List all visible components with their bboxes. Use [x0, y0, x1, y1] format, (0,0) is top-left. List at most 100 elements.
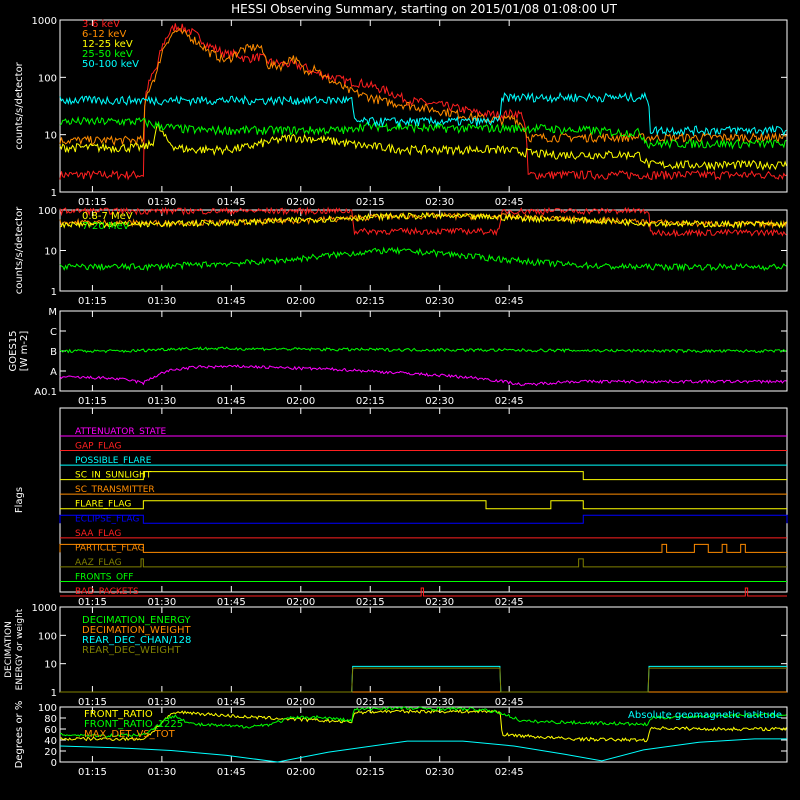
y-tick-label: 1: [51, 688, 57, 699]
flag-label: POSSIBLE_FLARE: [75, 456, 152, 466]
panel-2: 01:15 01:30 01:45 02:00 02:15 02:30 02:45 count…: [14, 206, 788, 307]
flag-line: [60, 471, 787, 481]
x-tick-label: 01:45: [217, 697, 246, 708]
x-tick-label: 01:30: [147, 396, 176, 407]
legend-entry: DECIMATION_WEIGHT: [82, 625, 191, 636]
flag-label: SC_TRANSMITTER: [75, 485, 155, 495]
y-tick-label: A0.1: [34, 387, 57, 398]
panel-3: 01:15 01:30 01:45 02:00 02:15 02:30 02:45 GOES1…: [8, 307, 788, 407]
legend-entry: Absolute geomagnetic latitude: [628, 710, 782, 721]
y-axis-label: DECIMATION: [4, 621, 14, 678]
x-tick-label: 01:15: [78, 197, 107, 208]
y-tick-label: 1: [51, 287, 57, 298]
x-tick-label: 02:30: [425, 396, 454, 407]
y-tick-label: 60: [44, 725, 57, 736]
x-tick-label: 02:15: [356, 767, 385, 778]
legend-entry: FRONT_RATIO_1225: [84, 719, 183, 730]
y-axis-unit: [W m-2]: [19, 331, 30, 372]
flag-label: ATTENUATOR_STATE: [75, 427, 167, 437]
y-tick-label: 100: [38, 703, 57, 714]
y-tick-label: B: [50, 347, 57, 358]
series-line: [59, 738, 787, 763]
y-tick-label: 10: [44, 660, 57, 671]
flag-label: SC_IN_SUNLIGHT: [75, 471, 152, 481]
y-tick-label: 100: [38, 206, 57, 217]
y-tick-label: A: [50, 367, 57, 378]
y-tick-label: 10: [44, 247, 57, 258]
y-axis-label: counts/s/detector: [14, 61, 25, 149]
y-axis-label: Flags: [14, 487, 25, 513]
x-tick-label: 02:30: [425, 296, 454, 307]
legend-entry: DECIMATION_ENERGY: [82, 615, 191, 626]
x-tick-label: 01:45: [217, 767, 246, 778]
flag-line: [60, 558, 787, 568]
x-tick-label: 02:15: [356, 597, 385, 608]
x-tick-label: 02:15: [356, 197, 385, 208]
y-tick-label: 1: [51, 188, 57, 199]
x-tick-label: 02:30: [425, 697, 454, 708]
legend-entry: REAR_DEC_CHAN/128: [82, 635, 191, 646]
y-axis-label: Degrees or %: [14, 701, 25, 769]
series-line: [59, 28, 787, 147]
legend-entry: MAX_DET_VS_TOT: [84, 729, 176, 740]
series-line: [59, 706, 787, 738]
series-line: [59, 708, 787, 743]
y-tick-label: M: [48, 307, 57, 318]
x-tick-label: 01:15: [78, 597, 107, 608]
y-axis-label: GOES15: [8, 330, 19, 371]
flag-line: [59, 543, 787, 553]
flag-label: AAZ_FLAG: [75, 558, 122, 568]
flag-label: PARTICLE_FLAG: [75, 543, 145, 553]
series-line: [59, 91, 787, 137]
x-tick-label: 01:15: [78, 296, 107, 307]
y-tick-label: 40: [44, 736, 57, 747]
panel-1: 01:15 01:30 01:45 02:00 02:15 02:30 02:45 count…: [14, 16, 788, 208]
series-line: [60, 667, 787, 693]
x-tick-label: 02:15: [356, 296, 385, 307]
legend-entry: 50-100 keV: [82, 59, 139, 70]
flag-label: FRONTS_OFF: [75, 572, 133, 582]
y-tick-label: 20: [44, 747, 57, 758]
x-tick-label: 01:30: [147, 767, 176, 778]
legend-entry: 12-25 keV: [82, 39, 133, 50]
x-tick-label: 02:30: [425, 767, 454, 778]
series-line: [59, 346, 787, 354]
x-tick-label: 02:00: [286, 767, 315, 778]
flag-line: [60, 500, 787, 510]
x-tick-label: 02:15: [356, 697, 385, 708]
y-tick-label: 1000: [32, 16, 57, 27]
x-tick-label: 02:15: [356, 396, 385, 407]
flag-label: ECLIPSE_FLAG: [75, 514, 139, 524]
x-tick-label: 01:45: [217, 296, 246, 307]
flag-label: FLARE_FLAG: [75, 500, 131, 510]
x-tick-label: 01:15: [78, 697, 107, 708]
y-tick-label: 80: [44, 714, 57, 725]
x-tick-label: 01:15: [78, 767, 107, 778]
y-tick-label: C: [50, 327, 57, 338]
x-tick-label: 02:00: [286, 197, 315, 208]
x-tick-label: 02:45: [495, 597, 524, 608]
series-line: [59, 123, 787, 172]
x-tick-label: 02:45: [495, 396, 524, 407]
series-line: [59, 364, 787, 387]
series-line: [59, 115, 787, 150]
x-tick-label: 02:30: [425, 597, 454, 608]
x-tick-label: 02:45: [495, 697, 524, 708]
x-tick-label: 01:30: [147, 197, 176, 208]
figure-title: HESSI Observing Summary, starting on 201…: [231, 2, 617, 16]
x-tick-label: 02:00: [286, 597, 315, 608]
panel-6: 01:15 01:30 01:45 02:00 02:15 02:30 02:45 Degre…: [14, 701, 788, 778]
series-line: [59, 246, 787, 272]
series-line: [59, 211, 787, 230]
x-tick-label: 01:30: [147, 597, 176, 608]
legend-entry: 3-6 keV: [82, 19, 120, 30]
legend-entry: 25-50 keV: [82, 49, 133, 60]
y-tick-label: 100: [38, 73, 57, 84]
x-tick-label: 02:00: [286, 296, 315, 307]
x-tick-label: 01:45: [217, 597, 246, 608]
x-tick-label: 02:30: [425, 197, 454, 208]
x-tick-label: 02:45: [495, 197, 524, 208]
x-tick-label: 02:45: [495, 767, 524, 778]
